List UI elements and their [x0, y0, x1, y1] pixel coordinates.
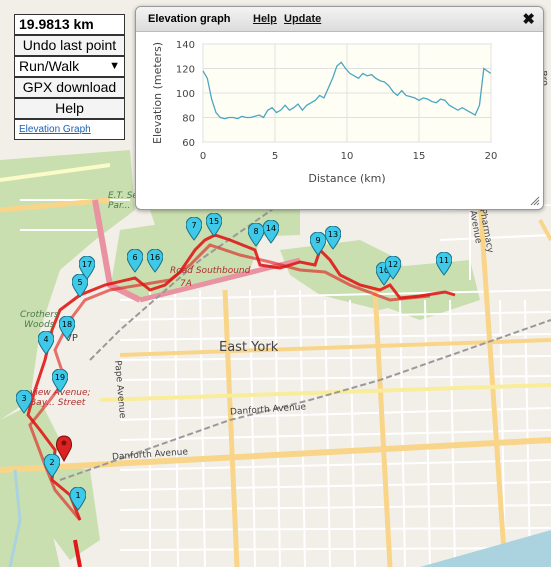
svg-text:14: 14: [266, 224, 276, 233]
svg-text:18: 18: [62, 320, 72, 329]
y-tick-label: 120: [176, 65, 195, 76]
route-marker[interactable]: 8: [247, 222, 265, 247]
help-button[interactable]: Help: [14, 98, 125, 119]
svg-text:16: 16: [150, 253, 160, 262]
svg-text:10: 10: [379, 266, 389, 275]
svg-text:5: 5: [77, 278, 82, 287]
svg-text:4: 4: [43, 335, 48, 344]
route-marker[interactable]: 9: [309, 231, 327, 256]
location-pin-icon[interactable]: [55, 435, 73, 463]
route-marker[interactable]: 2: [43, 453, 61, 478]
chart-labels: 60 80 100 120 140 0 5 10 15 20 Distance (km) Elevat…: [151, 40, 497, 185]
route-marker[interactable]: 14: [262, 219, 280, 244]
residential-streets: [20, 180, 551, 567]
route-marker[interactable]: 17: [78, 255, 96, 280]
route-marker[interactable]: 19: [51, 368, 69, 393]
x-tick-label: 5: [272, 151, 278, 162]
x-tick-label: 20: [485, 151, 498, 162]
elevation-graph-link[interactable]: Elevation Graph: [19, 124, 91, 135]
x-axis-label: Distance (km): [308, 172, 385, 185]
major-roads: [0, 163, 551, 567]
elevation-chart: 60 80 100 120 140 0 5 10 15 20 Distance (km) Elevat…: [151, 40, 497, 185]
mode-value: Run/Walk: [19, 58, 80, 74]
route-marker[interactable]: 7: [185, 216, 203, 241]
route-marker[interactable]: 3: [15, 389, 33, 414]
route-marker[interactable]: 12: [384, 255, 402, 280]
svg-text:2: 2: [49, 458, 54, 467]
route-marker[interactable]: 6: [126, 248, 144, 273]
mode-select[interactable]: Run/Walk ▼: [14, 56, 125, 77]
resize-handle-icon[interactable]: [530, 196, 540, 206]
svg-text:3: 3: [21, 394, 26, 403]
panel-update-link[interactable]: Update: [284, 13, 322, 25]
chart-grid: [202, 43, 492, 143]
y-tick-label: 60: [182, 138, 195, 149]
y-tick-label: 80: [182, 114, 195, 125]
y-axis-label: Elevation (meters): [151, 42, 164, 144]
svg-text:17: 17: [82, 260, 92, 269]
route-marker[interactable]: 18: [58, 315, 76, 340]
svg-text:15: 15: [209, 217, 219, 226]
svg-text:13: 13: [328, 230, 338, 239]
lake: [420, 530, 551, 567]
y-tick-label: 100: [176, 89, 195, 100]
elevation-panel: Elevation graph Help Update ✖ 60 80 100 120…: [135, 6, 544, 210]
svg-text:9: 9: [315, 236, 320, 245]
svg-text:8: 8: [253, 227, 258, 236]
railway: [59, 319, 551, 481]
svg-text:1: 1: [75, 491, 80, 500]
svg-text:19: 19: [55, 373, 65, 382]
elevation-link-box: Elevation Graph: [14, 119, 125, 140]
x-tick-label: 10: [341, 151, 354, 162]
gpx-download-button[interactable]: GPX download: [14, 77, 125, 98]
svg-text:12: 12: [388, 260, 398, 269]
control-panel: 19.9813 km Undo last point Run/Walk ▼ GPX…: [14, 14, 125, 140]
svg-text:7: 7: [191, 221, 196, 230]
x-tick-label: 0: [200, 151, 206, 162]
route-marker[interactable]: 4: [37, 330, 55, 355]
chevron-down-icon: ▼: [109, 60, 120, 72]
undo-button[interactable]: Undo last point: [14, 35, 125, 56]
elevation-series-line: [202, 61, 492, 120]
y-tick-label: 140: [176, 40, 195, 51]
route-marker[interactable]: 16: [146, 248, 164, 273]
chart-lines: [202, 61, 492, 120]
panel-help-link[interactable]: Help: [253, 13, 277, 25]
route-marker[interactable]: 13: [324, 225, 342, 250]
route-marker[interactable]: 15: [205, 212, 223, 237]
panel-title: Elevation graph: [148, 13, 231, 25]
svg-text:11: 11: [439, 256, 449, 265]
x-tick-label: 15: [413, 151, 426, 162]
svg-text:6: 6: [132, 253, 137, 262]
panel-header[interactable]: Elevation graph Help Update ✖: [136, 7, 543, 32]
river: [8, 469, 22, 567]
route-marker[interactable]: 1: [69, 486, 87, 511]
park-areas: [0, 150, 480, 567]
route-marker[interactable]: 11: [435, 251, 453, 276]
route-path[interactable]: [26, 233, 456, 567]
distance-readout: 19.9813 km: [14, 14, 125, 35]
close-icon[interactable]: ✖: [522, 11, 535, 28]
